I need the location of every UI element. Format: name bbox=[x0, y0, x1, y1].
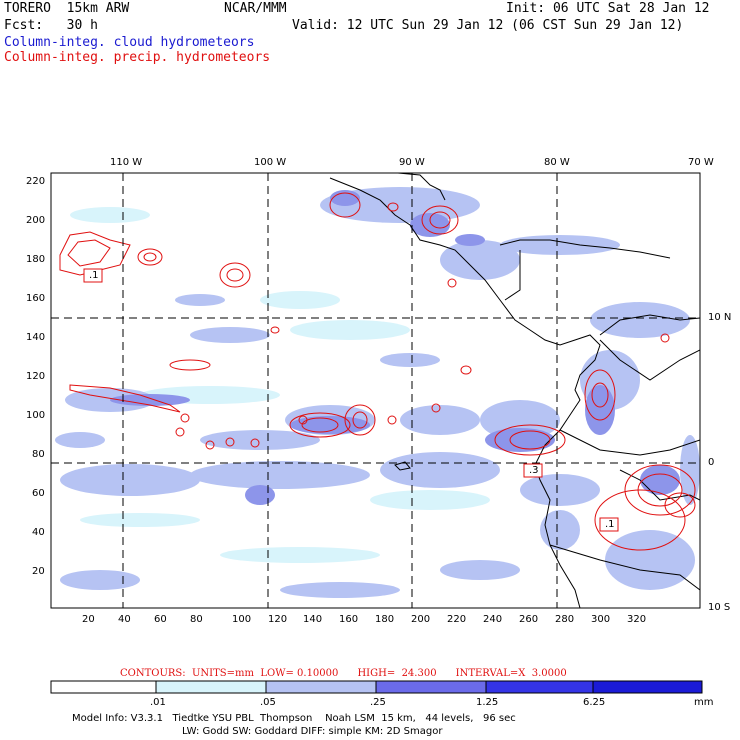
cloud-shading bbox=[55, 187, 700, 598]
forecast-hour: Fcst: 30 h bbox=[4, 18, 98, 33]
physics-info: LW: Godd SW: Goddard DIFF: simple KM: 2D… bbox=[182, 726, 443, 737]
colorbar-label: .25 bbox=[370, 697, 386, 708]
valid-time: Valid: 12 UTC Sun 29 Jan 12 (06 CST Sun … bbox=[292, 18, 684, 33]
lat-label-10n: 10 N bbox=[708, 312, 732, 323]
x-tick: 320 bbox=[627, 614, 647, 625]
x-tick: 300 bbox=[591, 614, 611, 625]
y-tick: 20 bbox=[32, 566, 45, 577]
contour-label: .3 bbox=[529, 465, 539, 476]
field-precip-label: Column-integ. precip. hydrometeors bbox=[4, 50, 271, 65]
y-tick: 80 bbox=[32, 449, 45, 460]
init-time: Init: 06 UTC Sat 28 Jan 12 bbox=[506, 1, 710, 16]
x-tick: 240 bbox=[483, 614, 503, 625]
y-tick: 140 bbox=[26, 332, 46, 343]
y-tick: 120 bbox=[26, 371, 46, 382]
y-tick: 160 bbox=[26, 293, 46, 304]
x-tick: 260 bbox=[519, 614, 539, 625]
y-tick: 60 bbox=[32, 488, 45, 499]
y-tick: 180 bbox=[26, 254, 46, 265]
colorbar-label: .05 bbox=[260, 697, 276, 708]
lat-lon-grid bbox=[51, 173, 700, 608]
y-tick: 40 bbox=[32, 527, 45, 538]
lon-label-90w: 90 W bbox=[399, 157, 425, 168]
coastlines bbox=[329, 173, 700, 608]
x-tick: 180 bbox=[375, 614, 395, 625]
y-tick: 100 bbox=[26, 410, 46, 421]
y-tick: 200 bbox=[26, 215, 46, 226]
x-tick: 60 bbox=[154, 614, 167, 625]
lon-label-110w: 110 W bbox=[110, 157, 143, 168]
model-title: TORERO 15km ARW bbox=[4, 1, 130, 16]
lon-label-100w: 100 W bbox=[254, 157, 287, 168]
lat-label-0: 0 bbox=[708, 457, 715, 468]
x-tick: 280 bbox=[555, 614, 575, 625]
contour-label: .1 bbox=[89, 270, 99, 281]
x-tick: 20 bbox=[82, 614, 95, 625]
lon-label-70w: 70 W bbox=[688, 157, 714, 168]
lat-label-10s: 10 S bbox=[708, 602, 731, 613]
field-cloud-label: Column-integ. cloud hydrometeors bbox=[4, 35, 255, 50]
x-tick: 80 bbox=[190, 614, 203, 625]
org-label: NCAR/MMM bbox=[224, 1, 287, 16]
y-tick: 220 bbox=[26, 176, 46, 187]
x-tick: 120 bbox=[268, 614, 288, 625]
model-info: Model Info: V3.3.1 Tiedtke YSU PBL Thomp… bbox=[72, 713, 516, 724]
contour-label-boxes bbox=[83, 268, 619, 532]
contour-info: CONTOURS: UNITS=mm LOW= 0.10000 HIGH= 24… bbox=[120, 668, 567, 679]
precip-contours bbox=[59, 192, 696, 551]
colorbar-label: 1.25 bbox=[476, 697, 499, 708]
colorbar-label: 6.25 bbox=[583, 697, 606, 708]
contour-label: .1 bbox=[605, 519, 615, 530]
colorbar-label: .01 bbox=[150, 697, 166, 708]
x-tick: 100 bbox=[232, 614, 252, 625]
x-tick: 40 bbox=[118, 614, 131, 625]
x-tick: 220 bbox=[447, 614, 467, 625]
x-tick: 160 bbox=[339, 614, 359, 625]
map-frame bbox=[50, 172, 701, 609]
x-tick: 140 bbox=[303, 614, 323, 625]
lon-label-80w: 80 W bbox=[544, 157, 570, 168]
x-tick: 200 bbox=[411, 614, 431, 625]
colorbar-units: mm bbox=[694, 697, 714, 708]
